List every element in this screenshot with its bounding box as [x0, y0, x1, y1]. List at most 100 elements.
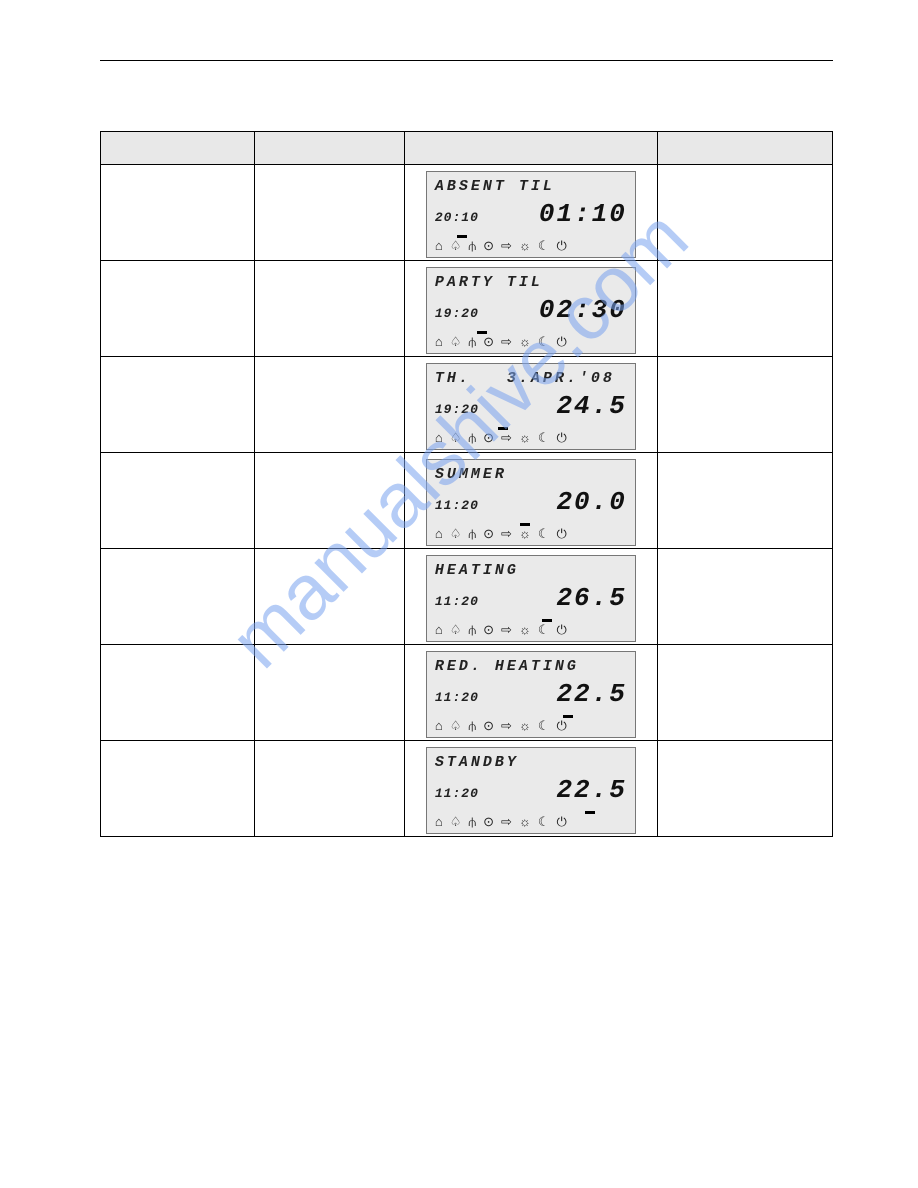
top-rule	[100, 60, 833, 61]
suitcase-icon: ⌂	[435, 239, 443, 252]
lcd-icon-row: ⌂♤⫛⊙⇨☼☾⏻	[435, 235, 627, 255]
tap-icon: ⇨	[501, 431, 512, 444]
lcd-cell: ABSENT TIL20:1001:10⌂♤⫛⊙⇨☼☾⏻	[404, 165, 658, 261]
lcd-cell: SUMMER11:2020.0⌂♤⫛⊙⇨☼☾⏻	[404, 453, 658, 549]
suitcase-icon: ⌂	[435, 335, 443, 348]
sun-icon: ☼	[519, 623, 531, 636]
mode-marker	[477, 331, 487, 334]
sun-icon: ☼	[519, 719, 531, 732]
lcd-cell: PARTY TIL19:2002:30⌂♤⫛⊙⇨☼☾⏻	[404, 261, 658, 357]
table-header	[404, 132, 658, 165]
suitcase-icon: ⌂	[435, 815, 443, 828]
party-icon: ⫛	[468, 815, 476, 828]
clock-icon: ⊙	[483, 623, 494, 636]
power-icon: ⏻	[557, 719, 567, 732]
empty-cell	[255, 453, 404, 549]
lcd-line2: 19:20 02:30	[435, 295, 627, 329]
person-icon: ♤	[450, 815, 462, 828]
empty-cell	[255, 645, 404, 741]
mode-marker	[585, 811, 595, 814]
lcd-icon-row: ⌂♤⫛⊙⇨☼☾⏻	[435, 427, 627, 447]
clock-icon: ⊙	[483, 335, 494, 348]
table-header	[658, 132, 833, 165]
empty-cell	[658, 549, 833, 645]
lcd-line2: 11:2026.5	[435, 583, 627, 617]
person-icon: ♤	[450, 527, 462, 540]
table-row: HEATING11:2026.5⌂♤⫛⊙⇨☼☾⏻	[101, 549, 833, 645]
mode-marker	[563, 715, 573, 718]
lcd-cell: RED. HEATING11:2022.5⌂♤⫛⊙⇨☼☾⏻	[404, 645, 658, 741]
mode-marker	[542, 619, 552, 622]
moon-icon: ☾	[538, 815, 550, 828]
moon-icon: ☾	[538, 719, 550, 732]
sun-icon: ☼	[519, 431, 531, 444]
lcd-cell: TH. 3.APR.'0819:2024.5⌂♤⫛⊙⇨☼☾⏻	[404, 357, 658, 453]
lcd-small-time: 11:20	[435, 690, 479, 705]
tap-icon: ⇨	[501, 719, 512, 732]
mode-marker	[520, 523, 530, 526]
empty-cell	[255, 741, 404, 837]
empty-cell	[658, 261, 833, 357]
power-icon: ⏻	[557, 815, 567, 828]
mode-marker	[457, 235, 467, 238]
table-row: PARTY TIL19:2002:30⌂♤⫛⊙⇨☼☾⏻	[101, 261, 833, 357]
empty-cell	[255, 165, 404, 261]
tap-icon: ⇨	[501, 623, 512, 636]
clock-icon: ⊙	[483, 719, 494, 732]
lcd-line1: TH. 3.APR.'08	[435, 370, 627, 387]
empty-cell	[101, 645, 255, 741]
lcd-icon-row: ⌂♤⫛⊙⇨☼☾⏻	[435, 331, 627, 351]
mode-marker	[498, 427, 508, 430]
power-icon: ⏻	[557, 623, 567, 636]
empty-cell	[101, 741, 255, 837]
lcd-line1: SUMMER	[435, 466, 627, 483]
sun-icon: ☼	[519, 335, 531, 348]
power-icon: ⏻	[557, 527, 567, 540]
lcd-small-time: 11:20	[435, 594, 479, 609]
empty-cell	[658, 741, 833, 837]
lcd-display: TH. 3.APR.'0819:2024.5⌂♤⫛⊙⇨☼☾⏻	[426, 363, 636, 450]
lcd-icon-row: ⌂♤⫛⊙⇨☼☾⏻	[435, 715, 627, 735]
lcd-small-time: 19:20	[435, 402, 479, 417]
mode-icons: ⌂♤⫛⊙⇨☼☾⏻	[435, 523, 627, 540]
sun-icon: ☼	[519, 815, 531, 828]
moon-icon: ☾	[538, 335, 550, 348]
person-icon: ♤	[450, 431, 462, 444]
moon-icon: ☾	[538, 239, 550, 252]
suitcase-icon: ⌂	[435, 527, 443, 540]
lcd-line2: 11:2022.5	[435, 679, 627, 713]
empty-cell	[101, 549, 255, 645]
lcd-small-time: 11:20	[435, 498, 479, 513]
lcd-line1: HEATING	[435, 562, 627, 579]
moon-icon: ☾	[538, 623, 550, 636]
lcd-display: ABSENT TIL20:1001:10⌂♤⫛⊙⇨☼☾⏻	[426, 171, 636, 258]
table-header	[101, 132, 255, 165]
lcd-icon-row: ⌂♤⫛⊙⇨☼☾⏻	[435, 811, 627, 831]
empty-cell	[101, 453, 255, 549]
mode-icons: ⌂♤⫛⊙⇨☼☾⏻	[435, 427, 627, 444]
clock-icon: ⊙	[483, 239, 494, 252]
party-icon: ⫛	[468, 335, 476, 348]
lcd-big-value: 20.0	[556, 487, 626, 517]
empty-cell	[101, 261, 255, 357]
lcd-small-time: 20:10	[435, 210, 479, 225]
lcd-big-value: 22.5	[556, 775, 626, 805]
table-row: SUMMER11:2020.0⌂♤⫛⊙⇨☼☾⏻	[101, 453, 833, 549]
lcd-big-value: 24.5	[556, 391, 626, 421]
lcd-display: STANDBY11:2022.5⌂♤⫛⊙⇨☼☾⏻	[426, 747, 636, 834]
lcd-big-value: 01:10	[539, 199, 627, 229]
party-icon: ⫛	[468, 719, 476, 732]
lcd-small-time: 19:20	[435, 306, 479, 321]
empty-cell	[255, 549, 404, 645]
lcd-cell: HEATING11:2026.5⌂♤⫛⊙⇨☼☾⏻	[404, 549, 658, 645]
empty-cell	[658, 165, 833, 261]
tap-icon: ⇨	[501, 527, 512, 540]
mode-icons: ⌂♤⫛⊙⇨☼☾⏻	[435, 811, 627, 828]
person-icon: ♤	[450, 719, 462, 732]
power-icon: ⏻	[557, 335, 567, 348]
person-icon: ♤	[450, 623, 462, 636]
lcd-big-value: 02:30	[539, 295, 627, 325]
table-row: STANDBY11:2022.5⌂♤⫛⊙⇨☼☾⏻	[101, 741, 833, 837]
lcd-line1: PARTY TIL	[435, 274, 627, 291]
empty-cell	[658, 357, 833, 453]
